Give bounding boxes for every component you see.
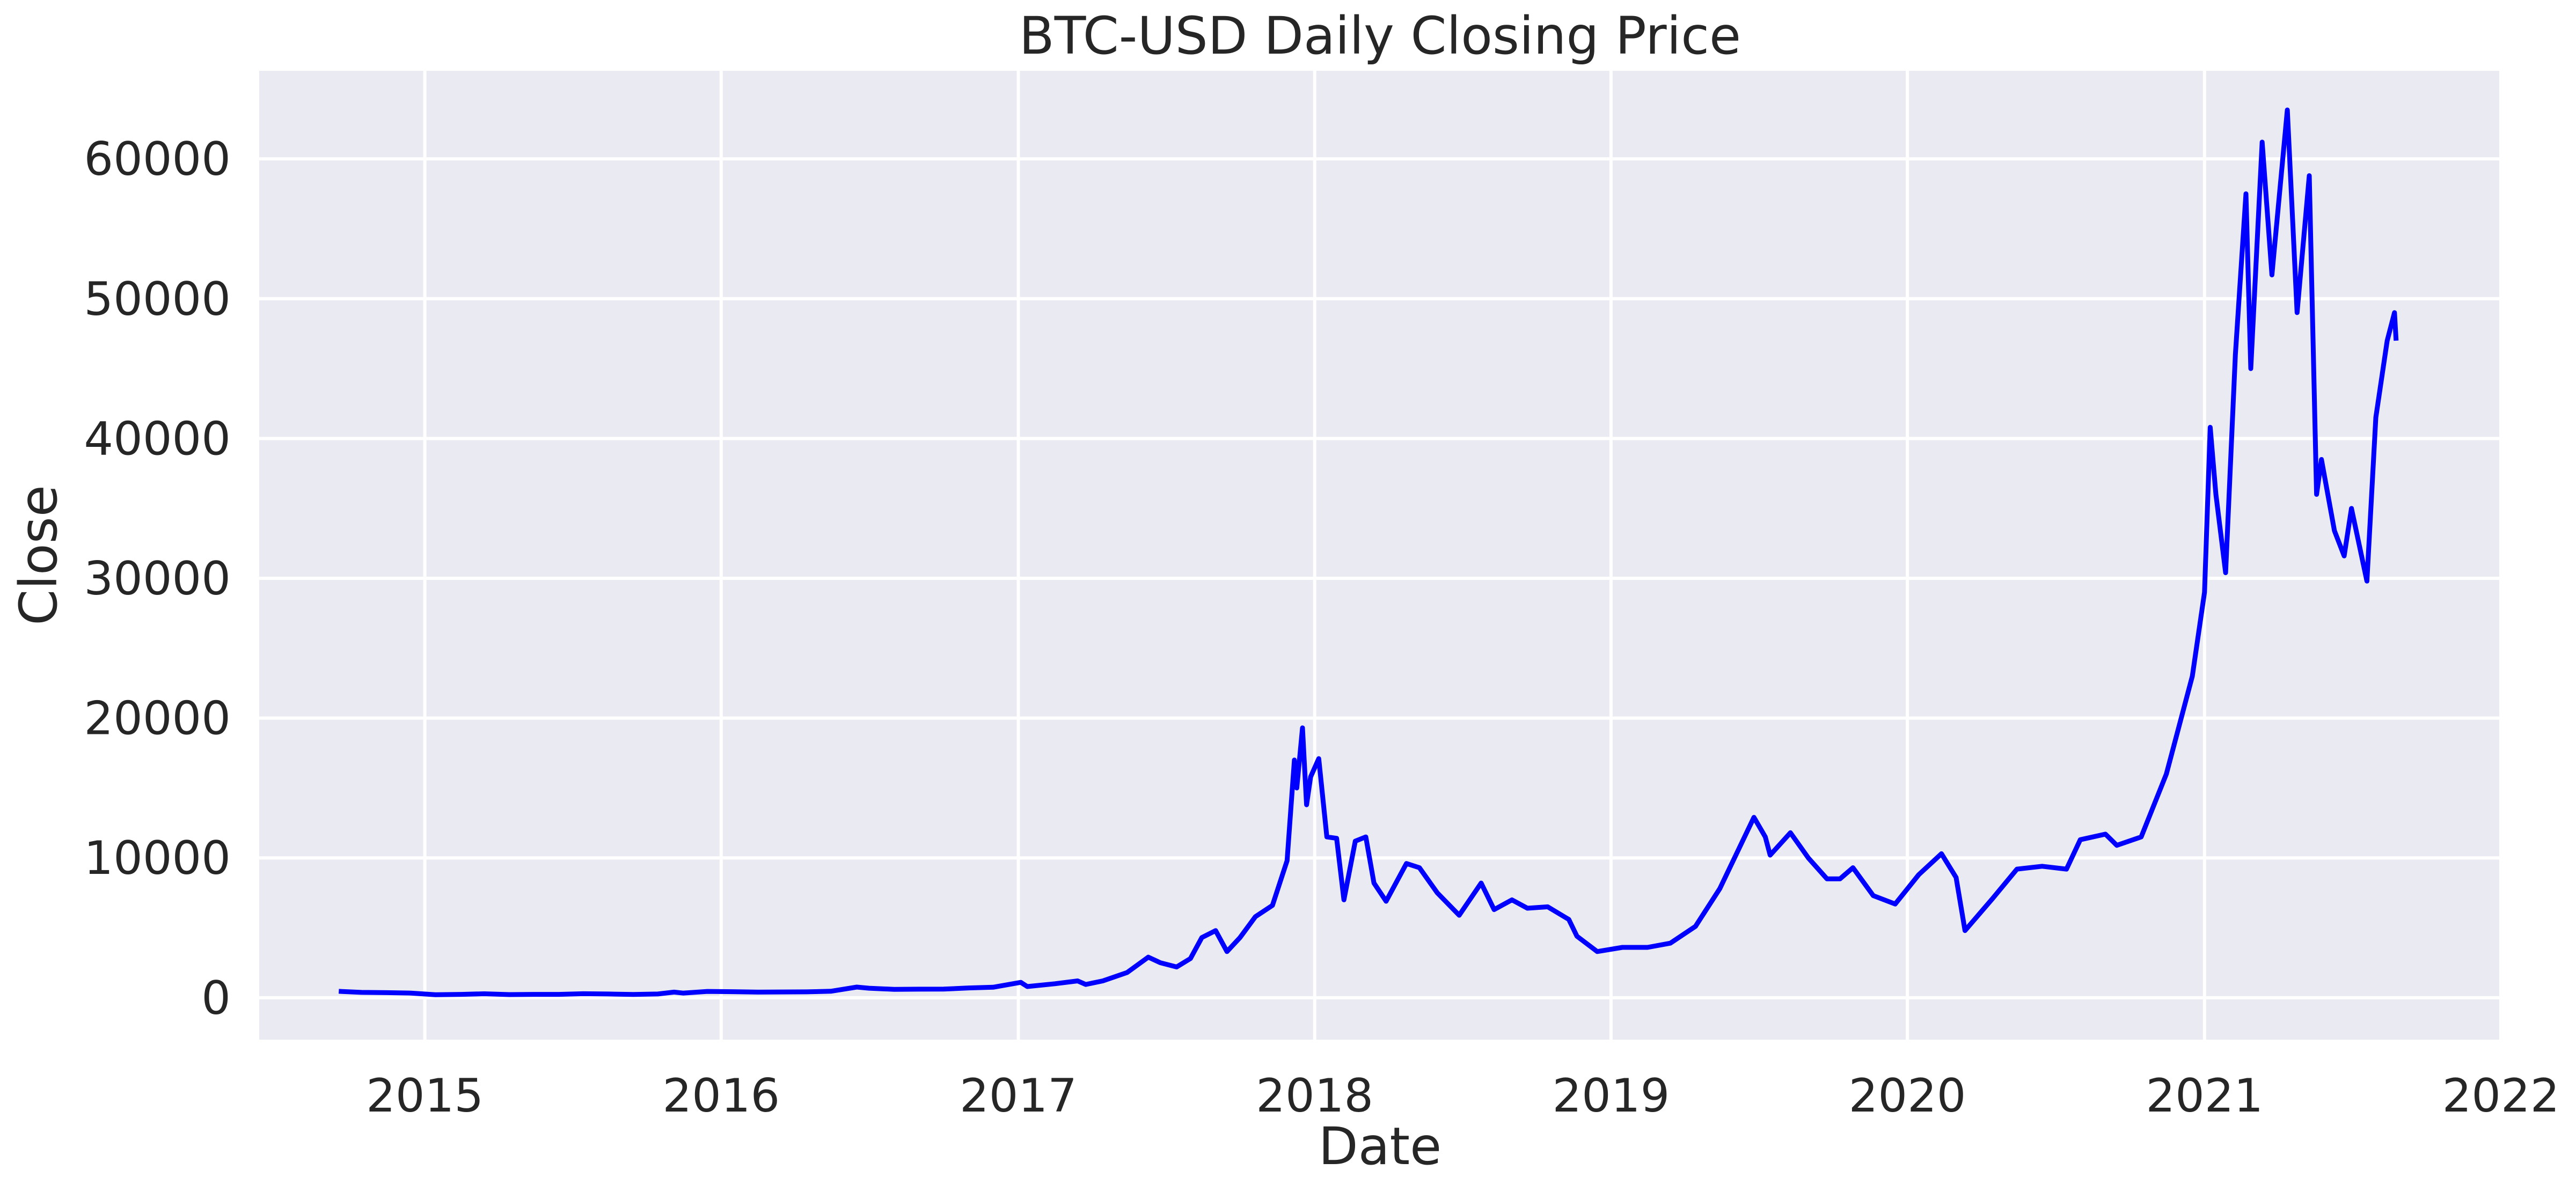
axis-ticks: 2015 2016 2017 2018 2019 2020 2021 2022 0 10000 20… xyxy=(84,133,2559,1123)
y-tick-label: 60000 xyxy=(84,133,231,186)
x-tick-label: 2016 xyxy=(662,1069,780,1123)
y-tick-label: 10000 xyxy=(84,832,231,885)
chart-title: BTC-USD Daily Closing Price xyxy=(1019,6,1741,66)
y-axis-label: Close xyxy=(9,485,69,626)
y-tick-label: 50000 xyxy=(84,273,231,326)
x-axis-label: Date xyxy=(1319,1116,1441,1176)
y-tick-label: 0 xyxy=(201,972,231,1025)
x-tick-label: 2019 xyxy=(1552,1069,1670,1123)
x-tick-label: 2021 xyxy=(2146,1069,2263,1123)
plot-area xyxy=(259,71,2501,1040)
y-tick-label: 30000 xyxy=(84,552,231,606)
y-tick-label: 20000 xyxy=(84,692,231,746)
x-tick-label: 2015 xyxy=(366,1069,484,1123)
x-tick-label: 2017 xyxy=(960,1069,1077,1123)
y-tick-label: 40000 xyxy=(84,412,231,466)
x-tick-label: 2020 xyxy=(1849,1069,1966,1123)
x-tick-label: 2022 xyxy=(2442,1069,2560,1123)
grid-lines xyxy=(259,71,2502,1040)
close-price-series-line xyxy=(339,107,2399,997)
x-tick-label: 2018 xyxy=(1256,1069,1373,1123)
